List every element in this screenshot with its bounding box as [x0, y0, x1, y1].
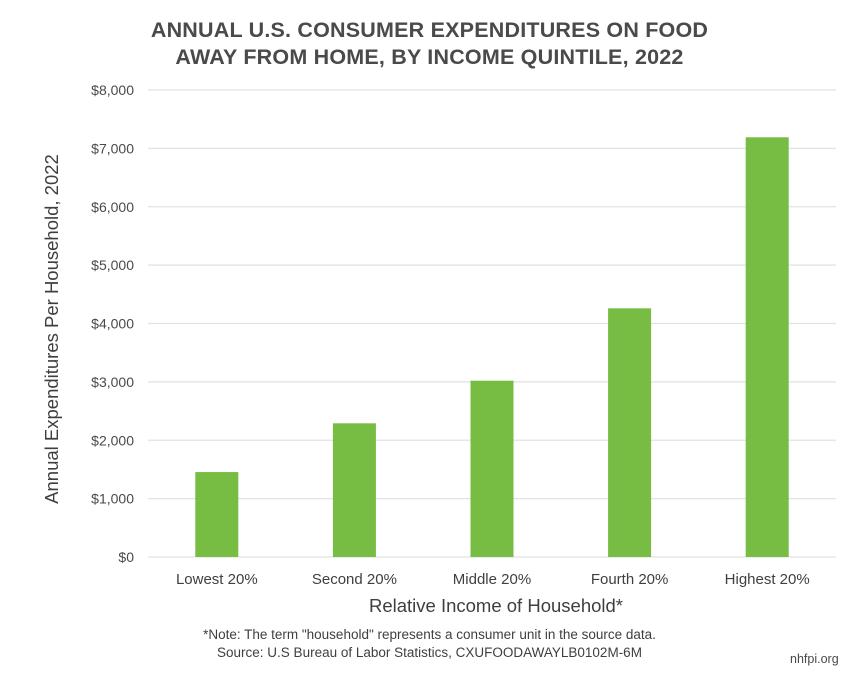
x-tick-label: Fourth 20% — [591, 571, 669, 588]
x-tick-label: Highest 20% — [725, 571, 810, 588]
bar-fourth-20 — [608, 308, 652, 557]
y-tick-label: $8,000 — [91, 82, 134, 98]
y-tick-label: $1,000 — [91, 491, 134, 507]
bars — [195, 137, 789, 557]
x-tick-label: Lowest 20% — [176, 571, 258, 588]
source-note: Source: U.S Bureau of Labor Statistics, … — [217, 645, 642, 660]
x-tick-label: Second 20% — [312, 571, 397, 588]
chart-title-line-2: AWAY FROM HOME, BY INCOME QUINTILE, 2022 — [175, 45, 684, 69]
y-axis-ticks: $0 $1,000 $2,000 $3,000 $4,000 $5,000 $6,000 $7… — [91, 82, 134, 565]
bar-middle-20 — [470, 380, 514, 557]
chart-title-line-1: ANNUAL U.S. CONSUMER EXPENDITURES ON FOO… — [150, 18, 709, 42]
y-tick-label: $5,000 — [91, 257, 134, 273]
x-axis-label: Relative Income of Household* — [369, 595, 623, 616]
y-axis-label: Annual Expenditures Per Household, 2022 — [41, 154, 62, 504]
y-tick-label: $0 — [118, 549, 134, 565]
y-tick-label: $6,000 — [91, 199, 134, 215]
bar-lowest-20 — [195, 472, 239, 557]
x-tick-label: Middle 20% — [453, 571, 531, 588]
bar-highest-20 — [745, 137, 789, 557]
brand-label: nhfpi.org — [790, 652, 839, 666]
y-tick-label: $4,000 — [91, 316, 134, 332]
y-tick-label: $2,000 — [91, 432, 134, 448]
footnote: *Note: The term "household" represents a… — [203, 627, 656, 642]
x-axis-ticks: Lowest 20% Second 20% Middle 20% Fourth 20%… — [176, 571, 810, 588]
y-tick-label: $7,000 — [91, 140, 134, 156]
bar-second-20 — [332, 423, 376, 557]
y-tick-label: $3,000 — [91, 374, 134, 390]
